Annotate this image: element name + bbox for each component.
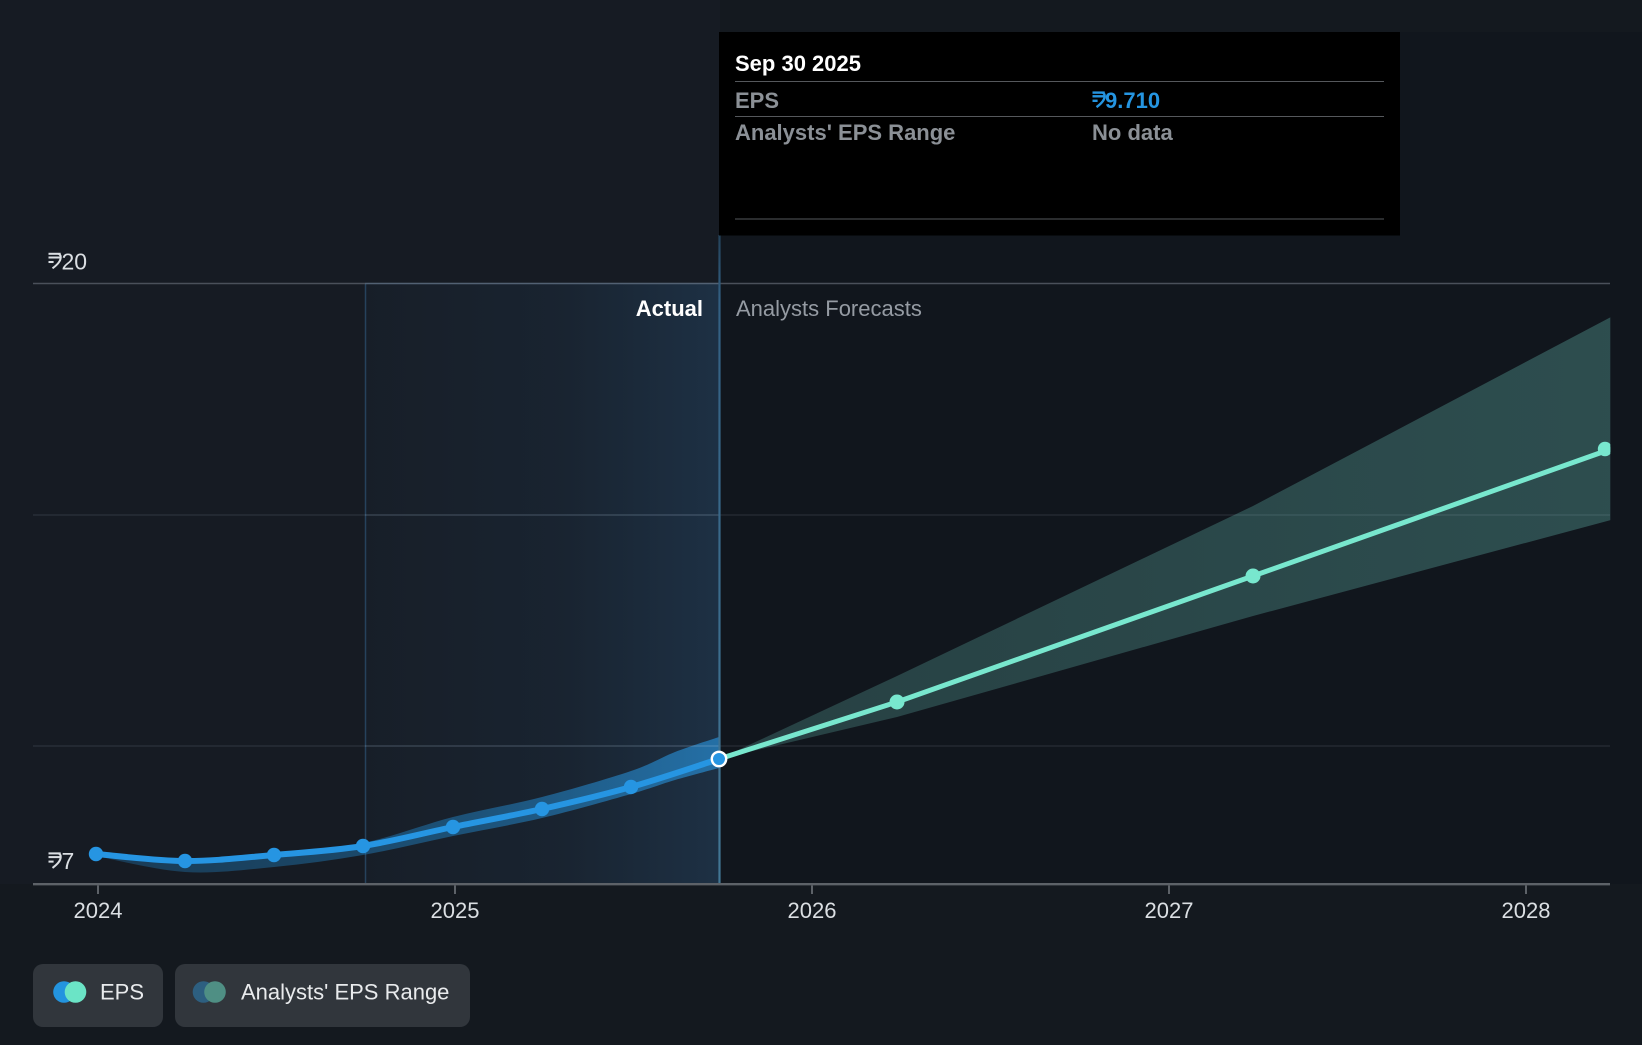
svg-text:9.710: 9.710 xyxy=(1105,88,1160,113)
svg-text:20: 20 xyxy=(62,249,88,275)
svg-text:EPS: EPS xyxy=(100,980,144,1005)
svg-text:No data: No data xyxy=(1092,120,1173,145)
svg-text:2025: 2025 xyxy=(431,898,480,923)
svg-text:2027: 2027 xyxy=(1145,898,1194,923)
svg-text:Sep 30 2025: Sep 30 2025 xyxy=(735,51,861,76)
svg-text:EPS: EPS xyxy=(735,88,779,113)
svg-text:2024: 2024 xyxy=(74,898,123,923)
svg-text:Analysts' EPS Range: Analysts' EPS Range xyxy=(735,120,955,145)
svg-text:2026: 2026 xyxy=(788,898,837,923)
svg-text:Analysts' EPS Range: Analysts' EPS Range xyxy=(241,980,449,1005)
svg-text:Actual: Actual xyxy=(636,296,703,321)
svg-text:Analysts Forecasts: Analysts Forecasts xyxy=(736,296,922,321)
svg-text:2028: 2028 xyxy=(1502,898,1551,923)
svg-text:7: 7 xyxy=(62,848,75,874)
